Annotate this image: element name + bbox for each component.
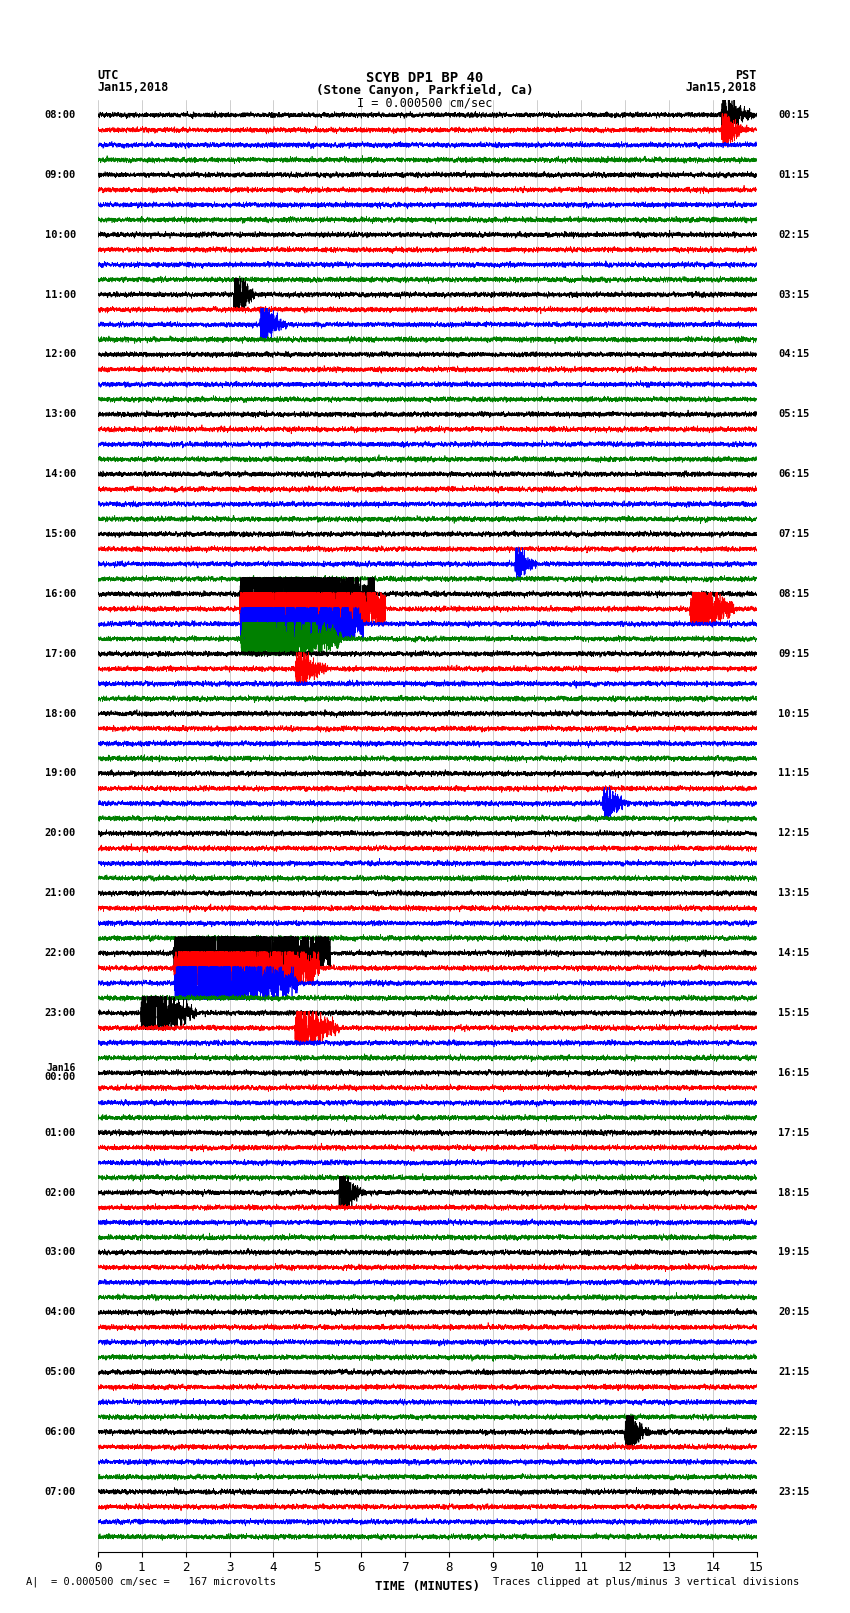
Text: 13:00: 13:00 [44, 410, 76, 419]
Text: 00:15: 00:15 [779, 110, 810, 119]
Text: 03:15: 03:15 [779, 290, 810, 300]
Text: Jan16: Jan16 [47, 1063, 76, 1073]
Text: 02:00: 02:00 [44, 1187, 76, 1197]
Text: 14:15: 14:15 [779, 948, 810, 958]
Text: 21:00: 21:00 [44, 889, 76, 898]
Text: 03:00: 03:00 [44, 1247, 76, 1258]
Text: 05:00: 05:00 [44, 1368, 76, 1378]
Text: 17:00: 17:00 [44, 648, 76, 658]
Text: A|  = 0.000500 cm/sec =   167 microvolts: A| = 0.000500 cm/sec = 167 microvolts [26, 1576, 275, 1587]
Text: 15:15: 15:15 [779, 1008, 810, 1018]
Text: 06:15: 06:15 [779, 469, 810, 479]
Text: 08:15: 08:15 [779, 589, 810, 598]
Text: 23:00: 23:00 [44, 1008, 76, 1018]
Text: 02:15: 02:15 [779, 229, 810, 240]
Text: Jan15,2018: Jan15,2018 [98, 81, 169, 94]
Text: 18:15: 18:15 [779, 1187, 810, 1197]
Text: 16:15: 16:15 [779, 1068, 810, 1077]
Text: UTC: UTC [98, 69, 119, 82]
Text: 04:00: 04:00 [44, 1307, 76, 1318]
Text: 13:15: 13:15 [779, 889, 810, 898]
Text: PST: PST [735, 69, 756, 82]
Text: 12:00: 12:00 [44, 350, 76, 360]
Text: 10:00: 10:00 [44, 229, 76, 240]
Text: 07:15: 07:15 [779, 529, 810, 539]
Text: 14:00: 14:00 [44, 469, 76, 479]
Text: 22:00: 22:00 [44, 948, 76, 958]
Text: 10:15: 10:15 [779, 708, 810, 719]
X-axis label: TIME (MINUTES): TIME (MINUTES) [375, 1581, 479, 1594]
Text: 00:00: 00:00 [44, 1073, 76, 1082]
Text: 23:15: 23:15 [779, 1487, 810, 1497]
Text: 06:00: 06:00 [44, 1428, 76, 1437]
Text: 15:00: 15:00 [44, 529, 76, 539]
Text: Traces clipped at plus/minus 3 vertical divisions: Traces clipped at plus/minus 3 vertical … [493, 1578, 799, 1587]
Text: Jan15,2018: Jan15,2018 [685, 81, 756, 94]
Text: 07:00: 07:00 [44, 1487, 76, 1497]
Text: 16:00: 16:00 [44, 589, 76, 598]
Text: 20:15: 20:15 [779, 1307, 810, 1318]
Text: 22:15: 22:15 [779, 1428, 810, 1437]
Text: 08:00: 08:00 [44, 110, 76, 119]
Text: SCYB DP1 BP 40: SCYB DP1 BP 40 [366, 71, 484, 84]
Text: 05:15: 05:15 [779, 410, 810, 419]
Text: 17:15: 17:15 [779, 1127, 810, 1137]
Text: 21:15: 21:15 [779, 1368, 810, 1378]
Text: 19:00: 19:00 [44, 768, 76, 779]
Text: 01:15: 01:15 [779, 169, 810, 179]
Text: 09:00: 09:00 [44, 169, 76, 179]
Text: 11:00: 11:00 [44, 290, 76, 300]
Text: 09:15: 09:15 [779, 648, 810, 658]
Text: 19:15: 19:15 [779, 1247, 810, 1258]
Text: 11:15: 11:15 [779, 768, 810, 779]
Text: 18:00: 18:00 [44, 708, 76, 719]
Text: 12:15: 12:15 [779, 829, 810, 839]
Text: 04:15: 04:15 [779, 350, 810, 360]
Text: 01:00: 01:00 [44, 1127, 76, 1137]
Text: 20:00: 20:00 [44, 829, 76, 839]
Text: (Stone Canyon, Parkfield, Ca): (Stone Canyon, Parkfield, Ca) [316, 84, 534, 97]
Text: I = 0.000500 cm/sec: I = 0.000500 cm/sec [357, 97, 493, 110]
